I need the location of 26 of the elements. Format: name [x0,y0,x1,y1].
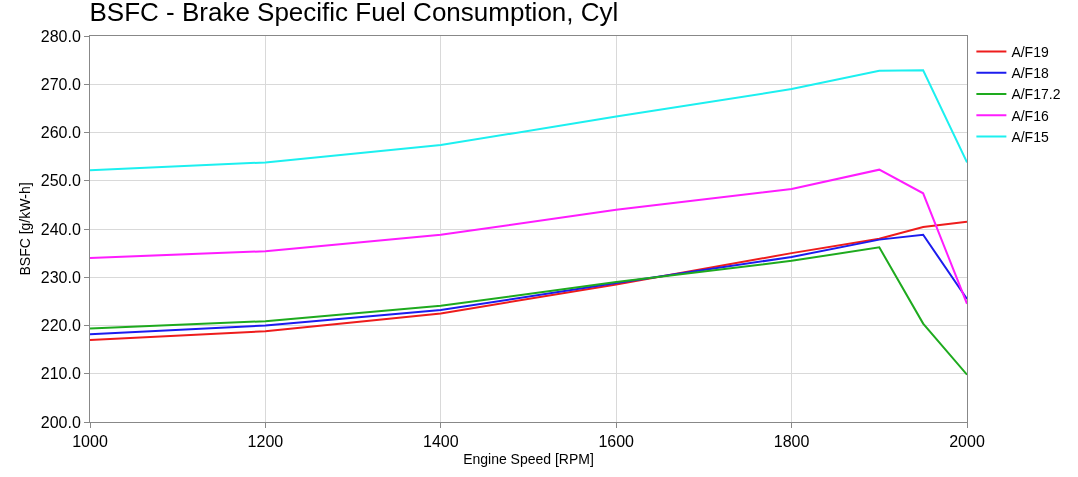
x-axis-title: Engine Speed [RPM] [463,450,594,467]
legend-label: A/F17.2 [1011,86,1061,103]
y-tick-label: 260.0 [40,124,81,142]
x-tick-label: 1200 [247,433,284,451]
y-tick-label: 230.0 [40,268,81,286]
legend-label: A/F16 [1011,107,1049,124]
y-tick-label: 250.0 [40,172,81,190]
chart-title: BSFC - Brake Specific Fuel Consumption, Cyl [89,0,619,27]
legend-label: A/F15 [1011,128,1049,145]
legend-label: A/F18 [1011,65,1049,82]
y-tick-label: 280.0 [40,27,81,45]
x-tick-label: 1400 [423,433,459,451]
y-tick-label: 240.0 [40,220,81,238]
x-tick-label: 1800 [773,433,810,451]
line-series [90,168,967,305]
line-series [90,69,967,172]
x-tick-label: 2000 [949,433,985,451]
y-tick-label: 200.0 [40,413,81,431]
x-tick-label: 1000 [72,433,108,451]
y-axis-title: BSFC [g/kW-h] [17,182,34,276]
line-series [90,246,967,376]
legend-label: A/F19 [1011,44,1049,61]
x-tick-label: 1600 [598,433,635,451]
y-tick-label: 220.0 [40,317,81,335]
y-tick-label: 270.0 [40,75,81,93]
y-tick-label: 210.0 [40,365,81,383]
